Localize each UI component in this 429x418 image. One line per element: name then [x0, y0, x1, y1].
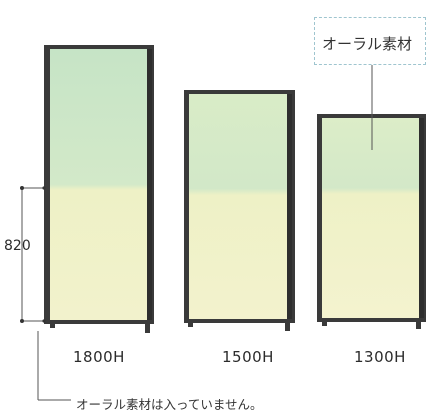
panel-1800h-foot-left — [50, 320, 55, 328]
panel-1300h-foot-right — [416, 318, 421, 329]
panel-label-1800h: 1800H — [73, 348, 125, 366]
dimension-value: 820 — [4, 238, 31, 254]
callout-label: オーラル素材 — [322, 33, 412, 54]
dimension-top-dot — [20, 186, 24, 190]
dimension-bottom-dot — [20, 319, 24, 323]
panel-1300h-foot-left — [322, 318, 327, 326]
panel-1800h-edge — [147, 49, 152, 320]
panel-1300h-edge — [419, 118, 424, 318]
panel-1300h-surface — [322, 118, 419, 318]
note-text: オーラル素材は入っていません。 — [76, 394, 263, 413]
panel-1500h-foot-right — [285, 319, 290, 331]
panel-1800h-surface — [50, 49, 147, 320]
panel-1500h-foot-left — [188, 319, 193, 327]
note-leader — [38, 331, 71, 400]
dimension-bottom-end-dot — [42, 319, 45, 322]
panel-1500h-surface — [189, 94, 287, 319]
panel-label-1300h: 1300H — [354, 348, 406, 366]
dimension-line — [20, 186, 46, 323]
panel-1800h-foot-right — [145, 320, 150, 333]
panel-label-1500h: 1500H — [222, 348, 274, 366]
panel-1800h — [44, 45, 154, 333]
dimension-top-end-dot — [42, 186, 45, 189]
panel-1500h — [184, 90, 295, 331]
panel-1500h-edge — [287, 94, 292, 319]
